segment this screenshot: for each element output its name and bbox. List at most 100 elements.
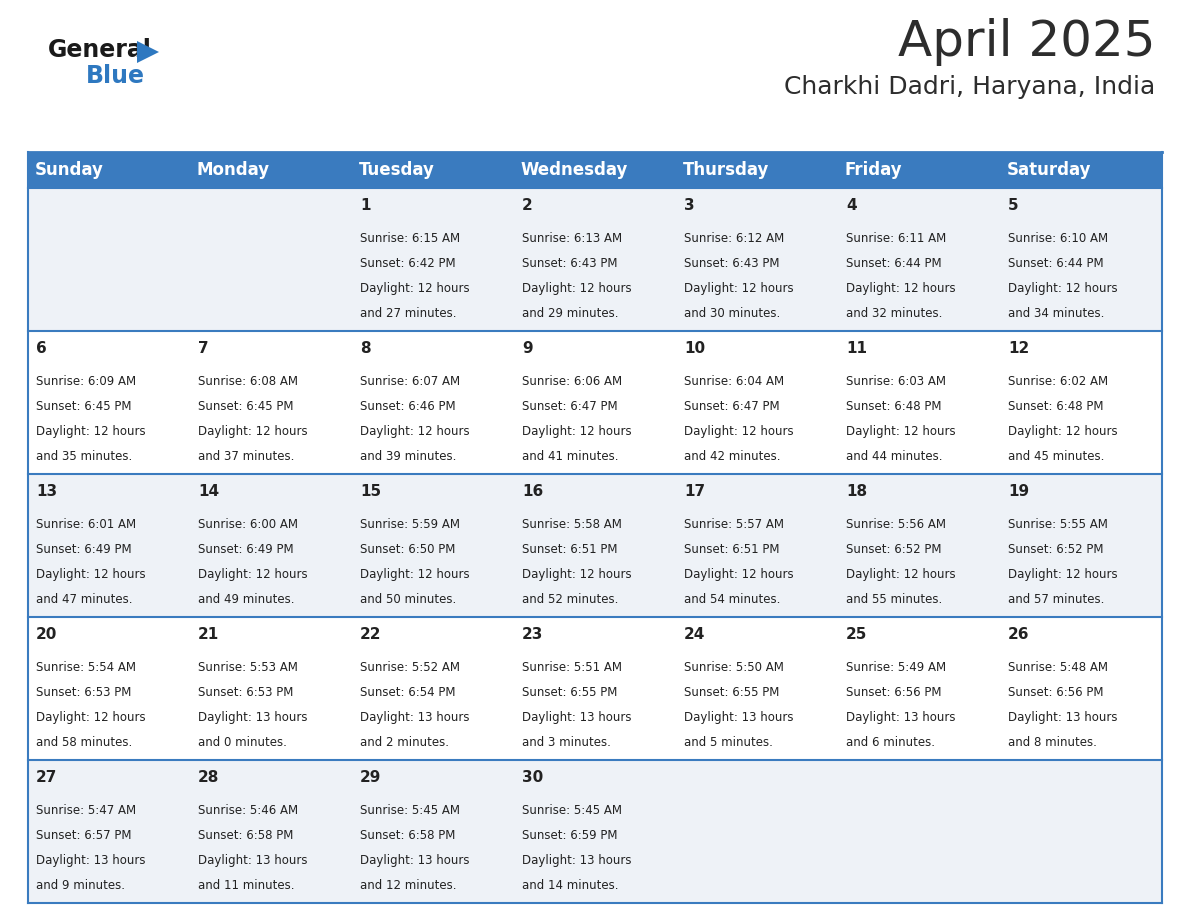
Text: and 8 minutes.: and 8 minutes. [1009,736,1097,749]
Bar [29,188,1162,331]
Text: Daylight: 12 hours: Daylight: 12 hours [360,568,469,581]
Text: Sunrise: 5:58 AM: Sunrise: 5:58 AM [522,518,623,531]
Text: Sunrise: 6:13 AM: Sunrise: 6:13 AM [522,231,623,245]
Text: and 3 minutes.: and 3 minutes. [522,736,611,749]
Text: Sunrise: 5:49 AM: Sunrise: 5:49 AM [846,661,946,674]
Text: 17: 17 [684,484,706,499]
Text: 6: 6 [36,341,46,356]
Text: Sunrise: 5:46 AM: Sunrise: 5:46 AM [198,804,298,817]
Text: Sunrise: 6:11 AM: Sunrise: 6:11 AM [846,231,947,245]
Text: Sunrise: 5:54 AM: Sunrise: 5:54 AM [36,661,137,674]
Text: Sunrise: 5:59 AM: Sunrise: 5:59 AM [360,518,460,531]
Text: Thursday: Thursday [682,161,769,179]
Text: Sunset: 6:55 PM: Sunset: 6:55 PM [522,686,618,699]
Text: Sunset: 6:56 PM: Sunset: 6:56 PM [846,686,942,699]
Text: Sunrise: 6:06 AM: Sunrise: 6:06 AM [522,375,623,387]
Text: 15: 15 [360,484,381,499]
Text: Sunrise: 6:15 AM: Sunrise: 6:15 AM [360,231,460,245]
Text: Sunset: 6:52 PM: Sunset: 6:52 PM [846,543,942,555]
Text: Sunrise: 5:57 AM: Sunrise: 5:57 AM [684,518,784,531]
Text: Sunrise: 5:51 AM: Sunrise: 5:51 AM [522,661,623,674]
Text: 8: 8 [360,341,371,356]
Text: Sunset: 6:44 PM: Sunset: 6:44 PM [1009,257,1104,270]
Text: Sunrise: 5:53 AM: Sunrise: 5:53 AM [198,661,298,674]
Text: Sunset: 6:44 PM: Sunset: 6:44 PM [846,257,942,270]
Text: 25: 25 [846,627,867,642]
Text: Sunset: 6:46 PM: Sunset: 6:46 PM [360,400,456,413]
Text: and 44 minutes.: and 44 minutes. [846,450,942,463]
Text: General: General [48,38,152,62]
Text: and 41 minutes.: and 41 minutes. [522,450,619,463]
Text: Sunrise: 5:45 AM: Sunrise: 5:45 AM [522,804,623,817]
Text: Daylight: 12 hours: Daylight: 12 hours [36,568,146,581]
Text: Daylight: 13 hours: Daylight: 13 hours [36,854,146,867]
Text: Daylight: 13 hours: Daylight: 13 hours [522,711,632,724]
Text: Monday: Monday [196,161,270,179]
Text: 2: 2 [522,198,533,213]
Text: and 39 minutes.: and 39 minutes. [360,450,456,463]
Text: Sunrise: 6:04 AM: Sunrise: 6:04 AM [684,375,784,387]
Text: 22: 22 [360,627,381,642]
Text: Sunrise: 5:48 AM: Sunrise: 5:48 AM [1009,661,1108,674]
Text: Daylight: 13 hours: Daylight: 13 hours [846,711,955,724]
Text: Charkhi Dadri, Haryana, India: Charkhi Dadri, Haryana, India [784,75,1155,99]
Text: and 35 minutes.: and 35 minutes. [36,450,132,463]
Text: Daylight: 12 hours: Daylight: 12 hours [684,568,794,581]
Text: and 0 minutes.: and 0 minutes. [198,736,287,749]
Text: Daylight: 12 hours: Daylight: 12 hours [36,425,146,438]
Bar [29,617,1162,760]
Text: Sunset: 6:56 PM: Sunset: 6:56 PM [1009,686,1104,699]
Text: Blue: Blue [86,64,145,88]
Text: 20: 20 [36,627,57,642]
Text: Sunrise: 6:01 AM: Sunrise: 6:01 AM [36,518,137,531]
Text: Daylight: 13 hours: Daylight: 13 hours [522,854,632,867]
Text: Sunrise: 6:03 AM: Sunrise: 6:03 AM [846,375,946,387]
Text: and 9 minutes.: and 9 minutes. [36,879,125,892]
Bar [29,760,1162,903]
Text: 23: 23 [522,627,543,642]
Text: Wednesday: Wednesday [520,161,627,179]
Text: Sunrise: 5:45 AM: Sunrise: 5:45 AM [360,804,460,817]
Text: and 37 minutes.: and 37 minutes. [198,450,295,463]
Text: 24: 24 [684,627,706,642]
Text: Daylight: 12 hours: Daylight: 12 hours [846,425,955,438]
Text: Daylight: 12 hours: Daylight: 12 hours [522,282,632,295]
Text: and 54 minutes.: and 54 minutes. [684,593,781,606]
Bar [29,331,1162,474]
Text: Daylight: 12 hours: Daylight: 12 hours [522,425,632,438]
Text: Sunset: 6:47 PM: Sunset: 6:47 PM [522,400,618,413]
Text: Sunset: 6:48 PM: Sunset: 6:48 PM [1009,400,1104,413]
Text: 27: 27 [36,770,57,785]
Text: Daylight: 12 hours: Daylight: 12 hours [360,425,469,438]
Text: Sunset: 6:42 PM: Sunset: 6:42 PM [360,257,456,270]
Text: Sunset: 6:51 PM: Sunset: 6:51 PM [522,543,618,555]
Text: Daylight: 12 hours: Daylight: 12 hours [684,282,794,295]
Text: Sunset: 6:55 PM: Sunset: 6:55 PM [684,686,779,699]
Text: Sunrise: 6:08 AM: Sunrise: 6:08 AM [198,375,298,387]
Text: April 2025: April 2025 [897,18,1155,66]
Text: and 27 minutes.: and 27 minutes. [360,307,456,319]
Text: and 45 minutes.: and 45 minutes. [1009,450,1105,463]
Text: 21: 21 [198,627,220,642]
Text: Sunrise: 6:07 AM: Sunrise: 6:07 AM [360,375,460,387]
Bar [29,474,1162,617]
Text: 7: 7 [198,341,209,356]
Text: 3: 3 [684,198,695,213]
Text: Sunset: 6:47 PM: Sunset: 6:47 PM [684,400,779,413]
Text: Sunday: Sunday [34,161,103,179]
Text: Tuesday: Tuesday [359,161,435,179]
Text: Sunrise: 5:52 AM: Sunrise: 5:52 AM [360,661,460,674]
Text: Sunset: 6:52 PM: Sunset: 6:52 PM [1009,543,1104,555]
Text: and 14 minutes.: and 14 minutes. [522,879,619,892]
Text: Sunset: 6:51 PM: Sunset: 6:51 PM [684,543,779,555]
Text: 30: 30 [522,770,543,785]
Text: Sunset: 6:48 PM: Sunset: 6:48 PM [846,400,942,413]
Text: Sunrise: 5:50 AM: Sunrise: 5:50 AM [684,661,784,674]
Text: Daylight: 12 hours: Daylight: 12 hours [360,282,469,295]
Text: 10: 10 [684,341,706,356]
Text: Sunrise: 6:09 AM: Sunrise: 6:09 AM [36,375,137,387]
Text: Sunset: 6:45 PM: Sunset: 6:45 PM [36,400,132,413]
Text: and 34 minutes.: and 34 minutes. [1009,307,1105,319]
Text: 14: 14 [198,484,220,499]
Text: and 47 minutes.: and 47 minutes. [36,593,133,606]
